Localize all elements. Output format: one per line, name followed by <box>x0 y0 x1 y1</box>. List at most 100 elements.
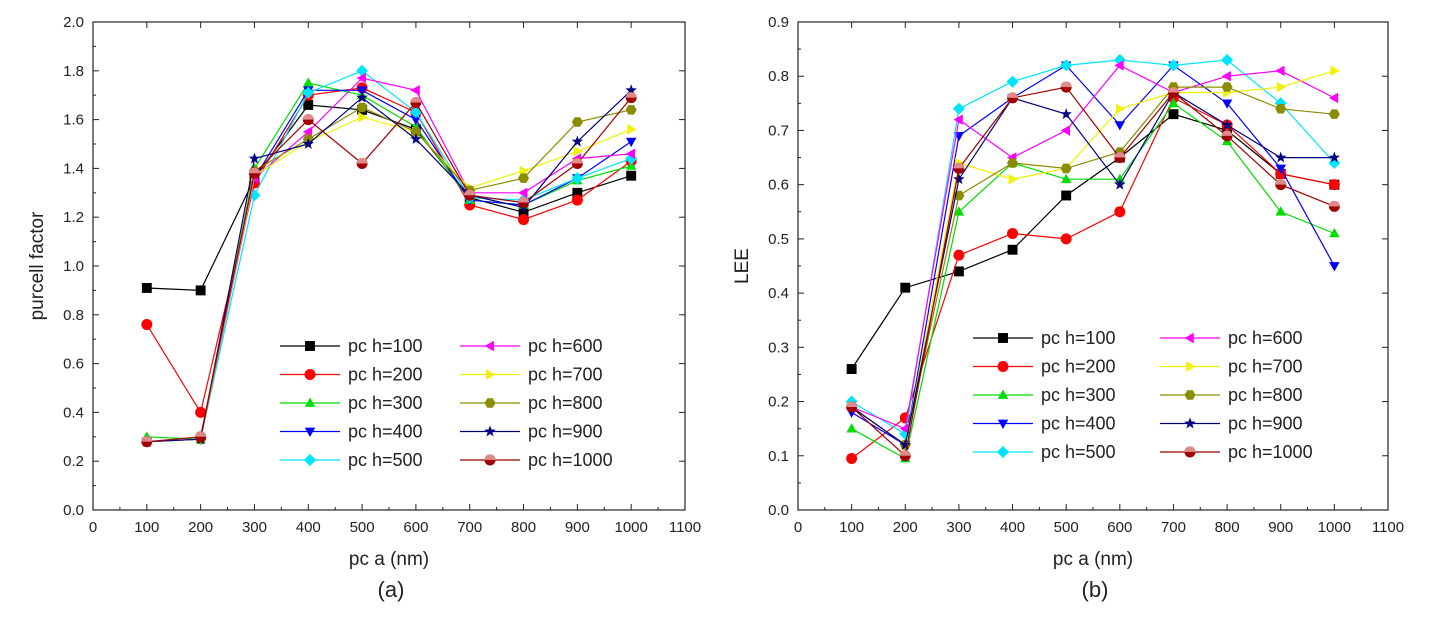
series-line <box>851 102 1335 460</box>
data-point <box>1329 228 1340 238</box>
legend-label: pc h=400 <box>1041 414 1116 434</box>
legend-item: pc h=300 <box>973 385 1116 405</box>
data-point <box>1328 92 1339 104</box>
series-line <box>146 82 632 440</box>
data-point <box>464 189 476 201</box>
legend-item: pc h=200 <box>973 357 1116 377</box>
y-tick-label: 0.0 <box>768 502 789 519</box>
data-point <box>1275 206 1286 216</box>
legend-marker <box>484 340 494 352</box>
legend-marker <box>303 453 317 467</box>
data-point <box>356 91 368 103</box>
data-point <box>410 133 422 144</box>
x-tick-label: 500 <box>350 519 375 536</box>
data-point <box>141 436 153 448</box>
y-axis-label: LEE <box>732 248 753 284</box>
data-point <box>302 114 314 126</box>
chart-b: 0 100 200 300 400 500 600 700 800 900 1000 1100 0.0 0… <box>732 14 1404 602</box>
data-point <box>572 187 583 198</box>
x-tick-label: 800 <box>511 519 536 536</box>
y-tick-label: 1.4 <box>63 160 84 177</box>
x-tick-label: 200 <box>188 519 213 536</box>
legend-marker <box>998 333 1008 343</box>
legend-item: pc h=700 <box>460 365 603 385</box>
y-tick-label: 0.2 <box>768 394 789 411</box>
data-point <box>625 148 635 159</box>
legend-item: pc h=800 <box>1160 385 1303 405</box>
legend-label: pc h=400 <box>348 422 423 442</box>
data-point <box>626 137 637 148</box>
data-point <box>1221 71 1231 82</box>
data-point <box>1114 152 1126 164</box>
data-point <box>1276 81 1287 93</box>
legend-marker <box>997 445 1009 459</box>
data-point <box>1060 81 1072 93</box>
series-pc-h-500 <box>140 64 638 448</box>
legend-item: pc h=900 <box>1160 414 1303 434</box>
data-point <box>846 452 858 464</box>
legend-label: pc h=600 <box>528 336 603 356</box>
x-tick-label: 700 <box>457 519 482 536</box>
x-tick-label: 1100 <box>1372 519 1404 536</box>
data-point <box>358 111 368 123</box>
x-axis-label: pc a (nm) <box>1053 549 1133 570</box>
data-point <box>1060 108 1072 120</box>
data-point <box>571 158 583 170</box>
series-line <box>851 86 1335 457</box>
legend-item: pc h=1000 <box>460 450 613 470</box>
y-tick-label: 2.0 <box>63 14 84 31</box>
legend-marker <box>1184 446 1196 458</box>
data-point <box>1328 156 1341 169</box>
x-tick-label: 800 <box>1215 519 1240 536</box>
panel-label: (a) <box>378 577 405 602</box>
data-point <box>141 283 152 293</box>
series-pc-h-100 <box>141 100 637 296</box>
legend-item: pc h=100 <box>973 328 1116 348</box>
legend-marker <box>305 341 315 351</box>
legend-marker <box>1184 417 1196 429</box>
legend-item: pc h=500 <box>280 450 423 470</box>
data-point <box>571 117 583 127</box>
x-tick-label: 500 <box>1054 519 1079 536</box>
y-tick-label: 0.6 <box>63 356 84 373</box>
data-point <box>1221 53 1234 66</box>
x-tick-label: 0 <box>794 519 802 536</box>
data-point <box>626 160 637 170</box>
legend-item: pc h=100 <box>280 336 423 356</box>
series-line <box>146 89 632 443</box>
legend-label: pc h=500 <box>1041 442 1116 462</box>
series-line <box>146 97 632 443</box>
data-point <box>625 84 637 96</box>
x-tick-label: 600 <box>403 519 428 536</box>
legend-marker <box>304 397 316 407</box>
legend: pc h=100 pc h=200 pc h=300 pc h=400 pc h=500… <box>280 336 613 470</box>
data-point <box>573 146 583 157</box>
legend-item: pc h=200 <box>280 365 423 385</box>
data-point <box>1114 206 1126 218</box>
y-tick-label: 0.1 <box>768 448 789 465</box>
data-point <box>1061 190 1072 201</box>
data-point <box>302 137 314 149</box>
series-line <box>851 70 1335 446</box>
y-tick-label: 0.2 <box>63 453 84 470</box>
data-point <box>518 207 529 218</box>
legend-marker <box>997 419 1009 429</box>
data-point <box>410 97 422 109</box>
data-point <box>1167 59 1180 72</box>
data-point <box>1329 262 1340 272</box>
data-point <box>1007 227 1019 239</box>
data-point <box>410 127 422 137</box>
y-axis-label: purcell factor <box>27 211 48 320</box>
data-point <box>846 401 858 413</box>
series-pc-h-500 <box>845 53 1341 441</box>
series-line <box>851 113 1335 370</box>
legend-label: pc h=800 <box>528 393 603 413</box>
data-point <box>1060 233 1072 245</box>
data-point <box>195 406 207 418</box>
x-tick-label: 400 <box>296 519 321 536</box>
data-point <box>1328 179 1340 191</box>
x-axis-label: pc a (nm) <box>349 549 429 570</box>
data-point <box>1060 125 1070 136</box>
data-point <box>899 438 911 450</box>
y-tick-label: 1.2 <box>63 209 84 226</box>
